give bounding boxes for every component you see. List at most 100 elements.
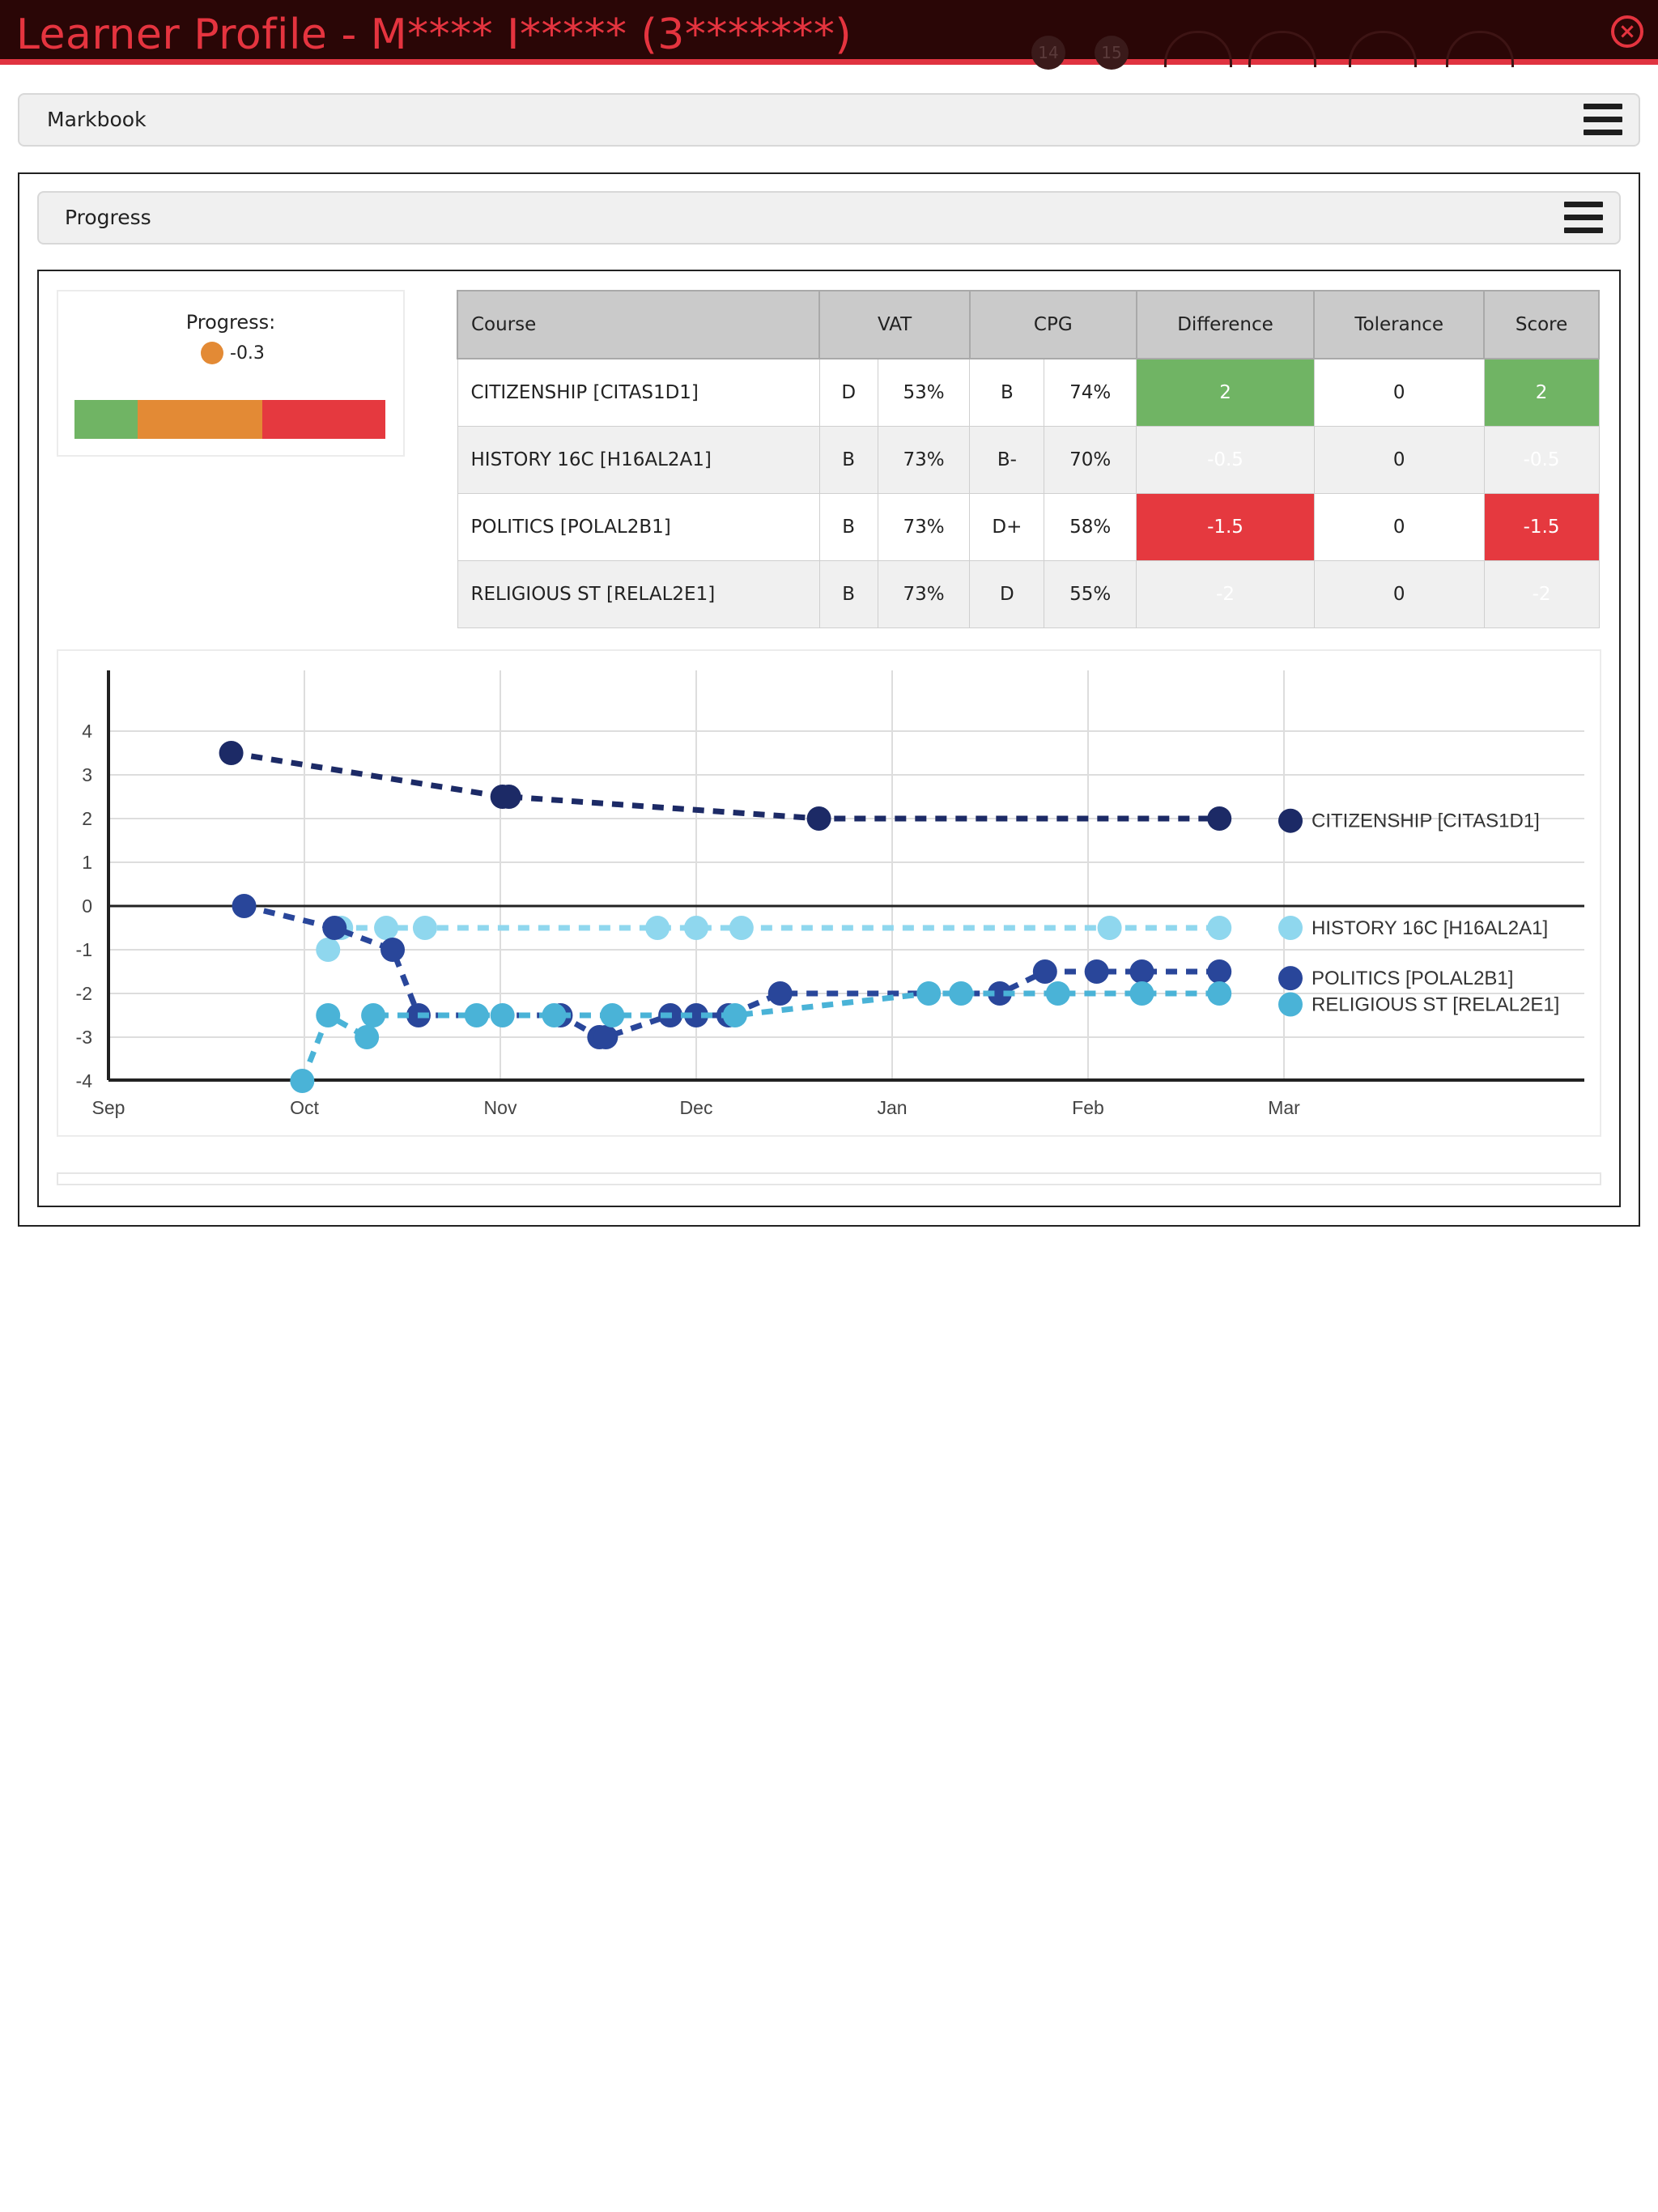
course-cell: RELIGIOUS ST [RELAL2E1] [457, 560, 820, 628]
difference-cell: -2 [1136, 560, 1315, 628]
data-point [1207, 981, 1232, 1006]
series-end-marker [1278, 808, 1303, 833]
data-point [1207, 959, 1232, 984]
notification-badge: 14 [1031, 36, 1065, 70]
data-point [290, 1069, 315, 1093]
series-label: HISTORY 16C [H16AL2A1] [1312, 917, 1548, 939]
data-point [1032, 959, 1057, 984]
table-row[interactable]: HISTORY 16C [H16AL2A1] B 73% B- 70% -0.5… [457, 426, 1600, 494]
score-cell: -0.5 [1483, 426, 1600, 494]
data-point [916, 981, 942, 1006]
series-label: RELIGIOUS ST [RELAL2E1] [1312, 994, 1559, 1016]
progress-scale-bar [74, 400, 385, 439]
progress-content [37, 270, 1621, 1207]
data-point [600, 1003, 625, 1027]
series-line [231, 750, 1220, 822]
table-row[interactable]: POLITICS [POLAL2B1] B 73% D+ 58% -1.5 0 … [457, 493, 1600, 561]
grades-table: Course VAT CPG Difference Tolerance Scor… [456, 290, 1600, 628]
data-point [464, 1003, 489, 1027]
difference-cell: -0.5 [1136, 426, 1315, 494]
y-tick-label: 4 [82, 721, 92, 742]
col-header-difference[interactable]: Difference [1135, 290, 1316, 359]
score-cell: 2 [1483, 358, 1600, 427]
data-point [729, 916, 754, 940]
cpg-percent-cell: 74% [1044, 358, 1137, 427]
cpg-percent-cell: 58% [1044, 493, 1137, 561]
y-tick-label: -4 [76, 1070, 93, 1091]
series-end-marker [1278, 916, 1303, 940]
title-bar: 14 15 Learner Profile - M**** I***** (3*… [0, 0, 1658, 70]
data-point [496, 785, 521, 809]
y-tick-label: -2 [76, 983, 92, 1004]
markbook-content [18, 172, 1640, 1227]
data-point [322, 916, 347, 940]
data-point [412, 916, 437, 940]
chart-footer-strip [57, 1172, 1601, 1185]
data-point [987, 981, 1012, 1006]
progress-chart-svg: Sep Oct Nov Dec Jan Feb Mar 4 3 2 1 0 -1 -2 -3 -4 CITIZE… [76, 670, 1584, 1118]
tolerance-cell: 0 [1313, 493, 1485, 561]
vat-grade-cell: D [818, 358, 878, 427]
series-label: POLITICS [POLAL2B1] [1312, 968, 1513, 989]
data-point [806, 806, 831, 831]
markbook-label: Markbook [47, 108, 147, 131]
toolbar-ghost-icon[interactable] [1349, 31, 1417, 67]
series-line [325, 925, 1220, 951]
col-header-course[interactable]: Course [456, 290, 821, 359]
progress-summary-title: Progress: [185, 311, 276, 334]
cpg-grade-cell: D [969, 560, 1045, 628]
y-tick-label: -3 [76, 1027, 92, 1048]
cpg-grade-cell: B- [969, 426, 1045, 494]
col-header-score[interactable]: Score [1483, 290, 1600, 359]
table-row[interactable]: RELIGIOUS ST [RELAL2E1] B 73% D 55% -2 0… [457, 560, 1600, 628]
vat-percent-cell: 73% [877, 493, 971, 561]
progress-scale-orange [138, 400, 262, 439]
data-point [1207, 806, 1232, 831]
progress-summary-card: Progress: -0.3 [57, 290, 405, 457]
table-header-row: Course VAT CPG Difference Tolerance Scor… [456, 290, 1600, 359]
x-tick-label: Nov [484, 1097, 517, 1118]
cpg-grade-cell: D+ [969, 493, 1045, 561]
data-point [684, 916, 708, 940]
progress-summary-value: -0.3 [230, 343, 265, 364]
col-header-vat[interactable]: VAT [818, 290, 971, 359]
progress-menu-icon[interactable] [1564, 202, 1603, 234]
vat-percent-cell: 53% [877, 358, 971, 427]
data-point [380, 938, 406, 962]
vat-grade-cell: B [818, 560, 878, 628]
data-point [355, 1025, 380, 1049]
toolbar-ghost-icon[interactable] [1164, 31, 1232, 67]
data-point [1129, 981, 1154, 1006]
data-point [232, 894, 257, 918]
x-tick-label: Dec [680, 1097, 713, 1118]
markbook-menu-icon[interactable] [1584, 104, 1622, 136]
col-header-cpg[interactable]: CPG [968, 290, 1137, 359]
data-point [361, 1003, 386, 1027]
toolbar-ghost-icon[interactable] [1446, 31, 1514, 67]
data-point [722, 1003, 747, 1027]
data-point [684, 1003, 708, 1027]
series-end-marker [1278, 966, 1303, 991]
table-row[interactable]: CITIZENSHIP [CITAS1D1] D 53% B 74% 2 0 2 [457, 358, 1600, 427]
data-point [1045, 981, 1070, 1006]
difference-cell: 2 [1136, 358, 1315, 427]
course-cell: POLITICS [POLAL2B1] [457, 493, 820, 561]
data-point [1207, 916, 1232, 940]
score-cell: -1.5 [1483, 493, 1600, 561]
data-point [1084, 959, 1109, 984]
x-tick-label: Oct [290, 1097, 319, 1118]
col-header-tolerance[interactable]: Tolerance [1313, 290, 1486, 359]
progress-scale-red [262, 400, 385, 439]
close-icon[interactable]: × [1611, 15, 1643, 48]
vat-percent-cell: 73% [877, 560, 971, 628]
course-cell: HISTORY 16C [H16AL2A1] [457, 426, 820, 494]
progress-header[interactable]: Progress [37, 191, 1621, 245]
difference-cell: -1.5 [1136, 493, 1315, 561]
toolbar-ghost-icon[interactable] [1248, 31, 1316, 67]
cpg-grade-cell: B [969, 358, 1045, 427]
progress-indicator-dot [201, 342, 223, 364]
data-point [767, 981, 793, 1006]
series-end-marker [1278, 992, 1303, 1017]
markbook-header[interactable]: Markbook [18, 93, 1640, 147]
notification-badge: 15 [1095, 36, 1129, 70]
